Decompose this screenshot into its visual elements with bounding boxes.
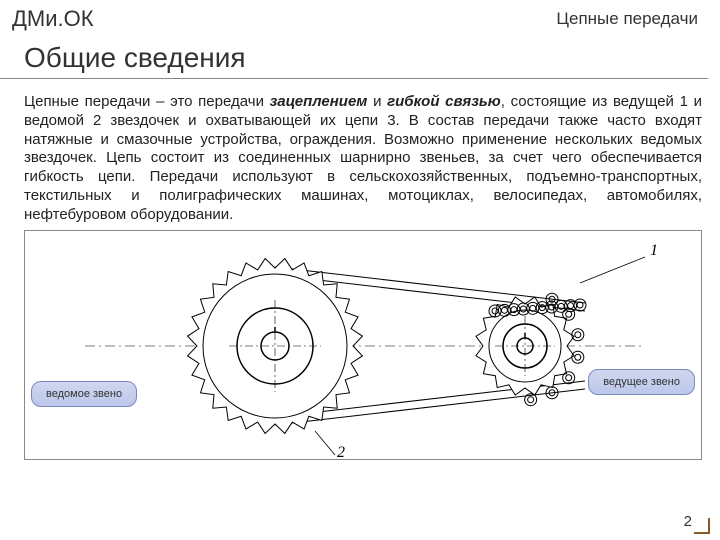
para-part-1: Цепные передачи – это передачи: [24, 93, 270, 110]
para-part-2: и: [367, 93, 387, 110]
para-part-3: , состоящие из ведущей 1 и ведомой 2 зве…: [24, 93, 702, 223]
page-number: 2: [684, 513, 692, 530]
body-text: Цепные передачи – это передачи зацеплени…: [0, 87, 720, 224]
section-title: Общие сведения: [0, 36, 708, 79]
para-em-2: гибкой связью: [387, 93, 501, 110]
callout-driven: ведомое звено: [31, 381, 137, 407]
svg-text:1: 1: [650, 242, 658, 259]
chain-drive-diagram: 12: [25, 231, 701, 459]
para-em-1: зацеплением: [270, 93, 368, 110]
course-code: ДМи.ОК: [12, 6, 94, 32]
corner-decoration: [694, 518, 710, 534]
svg-text:2: 2: [337, 444, 345, 459]
figure: 12 ведомое звено ведущее звено: [24, 230, 702, 460]
callout-driving: ведущее звено: [588, 369, 695, 395]
topic-title: Цепные передачи: [556, 9, 698, 29]
